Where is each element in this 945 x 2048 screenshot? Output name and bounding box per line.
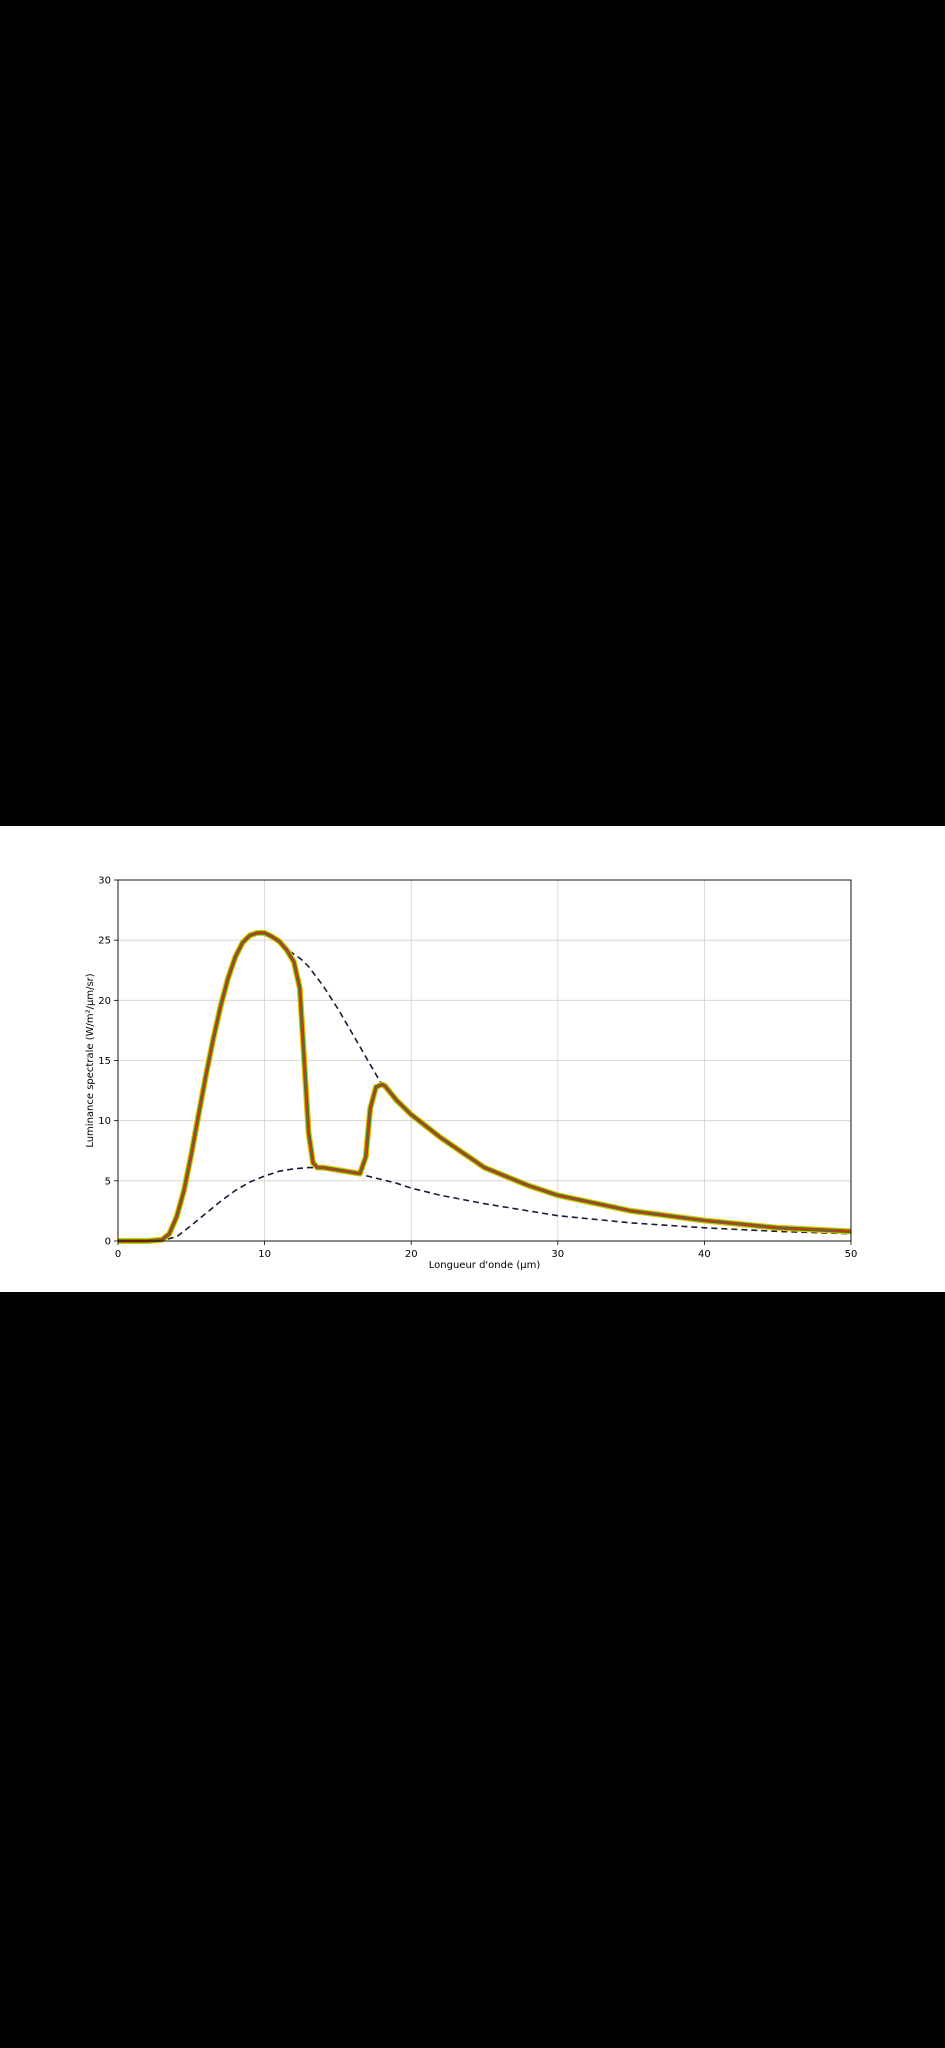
y-tick-label: 15 <box>98 1056 111 1067</box>
dashed-curve-1 <box>289 950 383 1086</box>
main-curve <box>118 931 852 1242</box>
chart-figure: 0 10 20 30 40 50 0 5 10 15 20 25 30 Longueur d'onde … <box>0 826 945 1292</box>
y-tick-label: 0 <box>105 1237 111 1248</box>
tick-labels: 0 10 20 30 40 50 0 5 10 15 20 25 30 <box>98 876 857 1261</box>
x-tick-label: 10 <box>258 1249 271 1260</box>
y-axis-label: Luminance spectrale (W/m²/µm/sr) <box>85 973 96 1147</box>
y-tick-label: 5 <box>105 1176 111 1187</box>
x-tick-label: 40 <box>698 1249 711 1260</box>
y-tick-label: 30 <box>98 876 111 887</box>
x-tick-label: 30 <box>551 1249 564 1260</box>
x-axis-label: Longueur d'onde (µm) <box>429 1260 541 1271</box>
x-tick-label: 0 <box>115 1249 121 1260</box>
series-layer <box>118 929 852 1244</box>
y-tick-label: 25 <box>98 936 111 947</box>
y-tick-label: 10 <box>98 1116 111 1127</box>
y-tick-label: 20 <box>98 996 111 1007</box>
x-tick-label: 50 <box>845 1249 858 1260</box>
x-tick-label: 20 <box>405 1249 418 1260</box>
spectral-radiance-chart: 0 10 20 30 40 50 0 5 10 15 20 25 30 Longueur d'onde … <box>85 876 857 1272</box>
